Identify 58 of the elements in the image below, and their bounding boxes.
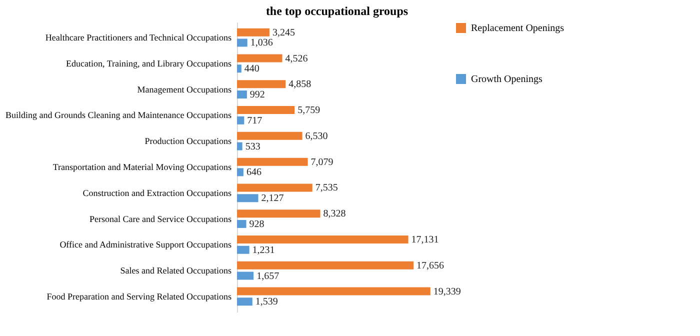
data-label: 717 [247, 115, 262, 126]
data-label: 17,656 [416, 260, 444, 272]
y-tick-label: Transportation and Material Moving Occupations [52, 162, 232, 172]
y-tick-label: Healthcare Practitioners and Technical Occupations [45, 32, 232, 43]
data-label: 6,530 [305, 130, 328, 142]
chart-title: the top occupational groups [266, 4, 408, 18]
data-label: 646 [246, 167, 262, 178]
bar [237, 106, 295, 114]
data-label: 928 [249, 218, 264, 230]
bar [237, 132, 302, 140]
bar [237, 184, 312, 192]
data-label: 4,526 [285, 53, 308, 64]
legend-label: Replacement Openings [471, 23, 564, 34]
bar [237, 54, 282, 62]
bar [237, 220, 246, 228]
y-tick-label: Management Occupations [137, 84, 232, 94]
data-label: 533 [245, 141, 260, 152]
data-label: 992 [250, 90, 265, 100]
y-tick-label: Food Preparation and Serving Related Occupations [46, 291, 232, 302]
bar [237, 28, 270, 36]
bar [237, 158, 308, 166]
data-label: 7,079 [310, 156, 334, 168]
data-label: 3,245 [272, 27, 295, 38]
y-tick-label: Building and Grounds Cleaning and Maintenance Occupations [6, 110, 232, 120]
data-label: 1,657 [256, 270, 280, 282]
data-label: 17,131 [411, 234, 439, 246]
data-label: 440 [244, 64, 260, 75]
data-label: 7,535 [315, 182, 338, 194]
data-label: 1,036 [250, 38, 273, 49]
bar [237, 210, 320, 218]
y-tick-label: Production Occupations [144, 136, 232, 146]
bar [237, 298, 252, 306]
bar [237, 194, 258, 202]
y-tick-label: Personal Care and Service Occupations [90, 214, 232, 224]
bar [237, 236, 408, 244]
bar [237, 64, 242, 73]
bar [237, 272, 254, 280]
data-label: 2,127 [261, 193, 284, 204]
data-label: 19,339 [433, 286, 461, 298]
data-label: 4,858 [288, 79, 312, 90]
data-label: 8,328 [323, 208, 346, 220]
data-label: 1,231 [252, 244, 275, 256]
data-label: 1,539 [255, 296, 278, 308]
bar [237, 246, 250, 254]
bar [237, 38, 248, 47]
y-tick-label: Office and Administrative Support Occupations [60, 240, 232, 250]
y-tick-label: Sales and Related Occupations [120, 266, 232, 276]
bar [237, 261, 414, 270]
legend-label: Growth Openings [471, 74, 542, 85]
bar [237, 287, 430, 296]
bar [237, 90, 247, 98]
data-label: 5,759 [298, 105, 320, 116]
bar [237, 80, 286, 88]
bar [237, 116, 244, 124]
y-tick-label: Construction and Extraction Occupations [82, 188, 232, 198]
y-tick-label: Education, Training, and Library Occupations [66, 58, 232, 68]
bar [237, 168, 244, 176]
bar [237, 142, 242, 150]
